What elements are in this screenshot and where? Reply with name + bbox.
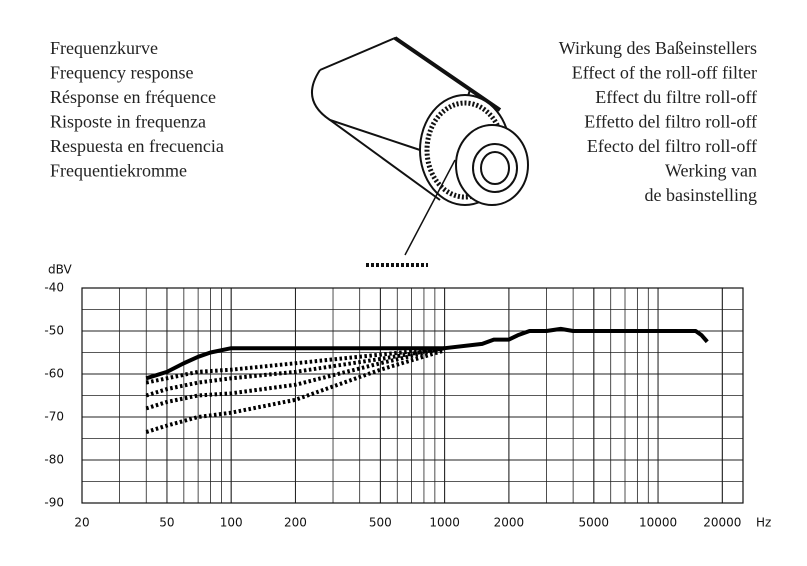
series-line xyxy=(145,346,445,398)
series-line xyxy=(145,346,445,385)
x-tick-label: 200 xyxy=(284,516,307,530)
x-tick-label: 20000 xyxy=(703,516,741,530)
caption-right: Werking van xyxy=(665,161,757,181)
y-tick-label: -80 xyxy=(44,453,64,467)
x-tick-label: 10000 xyxy=(639,516,677,530)
series-line xyxy=(145,326,709,381)
caption-left: Frequenzkurve xyxy=(50,38,158,58)
x-tick-label: 20 xyxy=(74,516,89,530)
series-line xyxy=(145,348,446,434)
y-axis-label: dBV xyxy=(48,263,72,277)
x-tick-label: 2000 xyxy=(494,516,525,530)
caption-left: Résponse en fréquence xyxy=(50,87,216,107)
caption-left: Frequency response xyxy=(50,63,193,83)
caption-right: Effetto del filtro roll-off xyxy=(584,112,757,132)
plot-frame xyxy=(81,287,744,504)
y-tick-label: -60 xyxy=(44,367,64,381)
y-tick-label: -90 xyxy=(44,496,64,510)
caption-right: de basinstelling xyxy=(645,185,757,205)
caption-left: Risposte in frequenza xyxy=(50,112,206,132)
microphone-drawing xyxy=(311,36,529,267)
x-tick-label: 100 xyxy=(220,516,243,530)
x-tick-label: 500 xyxy=(369,516,392,530)
caption-right: Effect du filtre roll-off xyxy=(595,87,757,107)
caption-right: Wirkung des Baßeinstellers xyxy=(559,38,757,58)
caption-right: Efecto del filtro roll-off xyxy=(587,136,757,156)
caption-right: Effect of the roll-off filter xyxy=(572,63,757,83)
x-axis-label: Hz xyxy=(756,516,771,530)
y-tick-label: -70 xyxy=(44,410,64,424)
caption-left: Respuesta en frecuencia xyxy=(50,136,224,156)
series-line xyxy=(145,346,446,411)
y-tick-label: -40 xyxy=(44,281,64,295)
x-tick-label: 50 xyxy=(159,516,174,530)
x-tick-label: 5000 xyxy=(579,516,610,530)
y-tick-label: -50 xyxy=(44,324,64,338)
caption-left: Frequentiekromme xyxy=(50,161,187,181)
x-tick-label: 1000 xyxy=(429,516,460,530)
